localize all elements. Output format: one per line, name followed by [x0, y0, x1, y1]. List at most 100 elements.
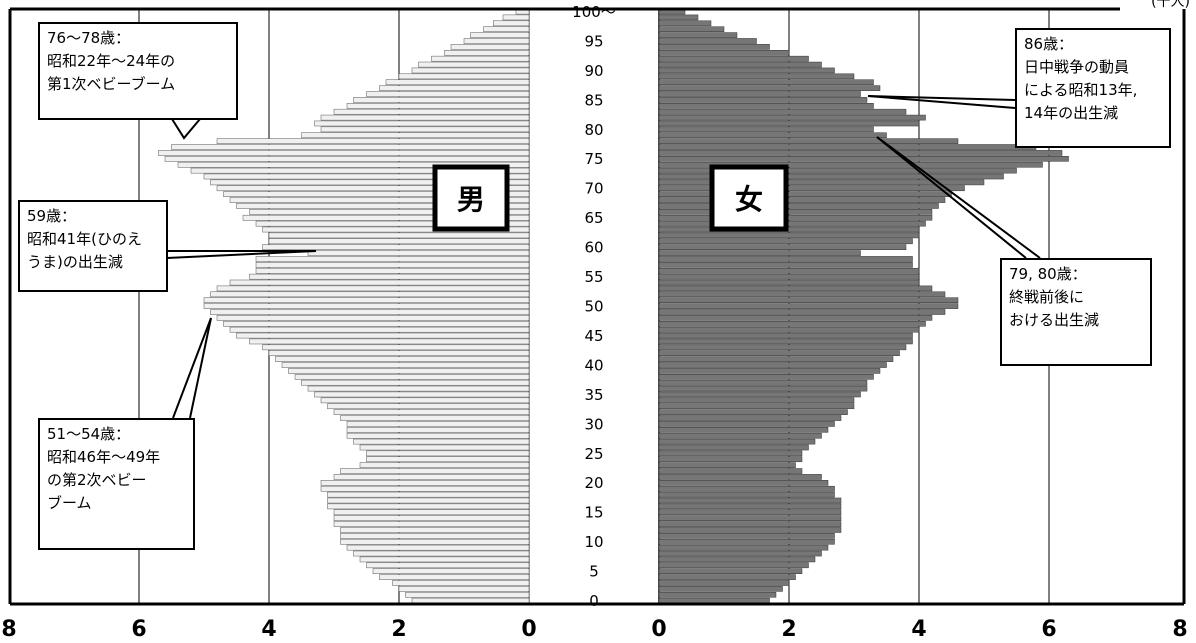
male-bar-age-14	[333, 515, 530, 521]
female-bar-age-14	[658, 515, 842, 521]
female-bar-age-82	[658, 114, 926, 121]
female-bar-age-85	[658, 97, 868, 103]
male-bar-age-56	[255, 267, 530, 274]
age-tick-label: 20	[584, 474, 603, 492]
male-bar-age-19	[320, 485, 530, 492]
female-bar-age-79	[658, 132, 887, 139]
male-bar-age-92	[431, 55, 530, 62]
female-bar-age-30	[658, 421, 835, 427]
female-bar-age-18	[658, 491, 835, 498]
female-bar-age-23	[658, 462, 796, 468]
baby-boom-2-leader-left	[172, 317, 212, 419]
female-bar-age-55	[658, 273, 920, 280]
male-bar-age-27	[353, 438, 530, 445]
female-bar-age-78	[658, 138, 959, 144]
unit-label: (千人)	[1151, 0, 1190, 10]
female-bar-age-24	[658, 456, 803, 463]
female-bar-age-53	[658, 285, 933, 292]
male-bar-age-76	[158, 150, 530, 156]
female-bar-age-11	[658, 533, 835, 539]
age-tick-label: 55	[584, 268, 603, 286]
female-bar-age-46	[658, 326, 920, 333]
hinoeuma-leader-bottom	[166, 250, 317, 259]
age-tick-label: 45	[584, 327, 603, 345]
female-bar-age-10	[658, 538, 835, 545]
female-bar-age-33	[658, 403, 855, 410]
female-bar-age-50	[658, 303, 959, 309]
female-bar-age-52	[658, 291, 946, 298]
male-bar-age-44	[249, 338, 530, 345]
male-bar-age-15	[333, 509, 530, 516]
female-bar-age-29	[658, 427, 829, 433]
age-tick-label: 25	[584, 445, 603, 463]
male-bar-age-11	[340, 533, 530, 539]
female-bar-age-88	[658, 79, 874, 86]
annotation-war-end: 79, 80歳： 終戦前後に おける出生減	[1000, 258, 1152, 366]
male-bar-age-36	[307, 385, 530, 392]
age-tick-labels: 0 5 10 15 20 25 30 35 40 45 50 55 60 65 70 75 80 85 90 95 10…	[572, 3, 616, 610]
male-bar-age-84	[346, 103, 530, 109]
female-bar-age-51	[658, 297, 959, 304]
male-bar-age-3	[392, 580, 530, 586]
male-bar-age-64	[255, 220, 530, 227]
male-bar-age-97	[483, 26, 530, 33]
male-bar-age-88	[385, 79, 530, 86]
female-bar-age-27	[658, 438, 816, 445]
male-bar-age-9	[346, 544, 530, 551]
male-bar-age-82	[320, 114, 530, 121]
x-tick-label-female: 0	[651, 617, 666, 642]
female-bar-age-97	[658, 26, 725, 33]
male-bar-age-81	[314, 120, 530, 127]
female-bar-age-8	[658, 550, 822, 557]
male-bar-age-25	[366, 450, 530, 457]
female-bar-age-25	[658, 450, 803, 457]
female-bar-age-74	[658, 161, 1043, 168]
female-bar-age-63	[658, 226, 920, 233]
male-bar-age-99	[502, 14, 530, 21]
male-bar-age-30	[346, 421, 530, 427]
age-tick-label: 70	[584, 180, 603, 198]
female-bar-age-90	[658, 67, 835, 74]
male-bar-age-98	[493, 20, 530, 27]
age-tick-label: 5	[589, 563, 599, 581]
female-bar-age-17	[658, 497, 842, 504]
age-tick-label: 35	[584, 386, 603, 404]
female-bar-age-96	[658, 32, 738, 38]
female-bar-age-9	[658, 544, 829, 551]
age-tick-label: 40	[584, 356, 603, 374]
male-bar-age-94	[450, 44, 530, 50]
male-bar-age-91	[418, 61, 530, 68]
sino-war-leader-bottom	[867, 95, 1016, 109]
female-bar-age-92	[658, 55, 809, 62]
male-bar-age-75	[164, 156, 530, 162]
female-bar-age-64	[658, 220, 926, 227]
female-bar-age-0	[658, 597, 770, 604]
male-bar-age-59	[307, 250, 530, 256]
female-bar-age-61	[658, 238, 913, 245]
male-bar-age-7	[359, 556, 530, 563]
male-bar-age-93	[444, 49, 530, 56]
male-bar-age-89	[398, 73, 530, 80]
baby-boom-1-pointer	[170, 118, 203, 140]
male-bar-age-22	[340, 468, 530, 474]
female-label: 女	[735, 183, 763, 216]
age-tick-label: 95	[584, 32, 603, 50]
male-bar-age-12	[340, 527, 530, 533]
female-bar-age-58	[658, 256, 913, 262]
x-tick-label-female: 8	[1172, 617, 1187, 642]
baby-boom-2-leader-right	[189, 317, 212, 419]
male-bar-age-86	[366, 91, 530, 97]
sino-war-leader-top	[867, 95, 1016, 101]
male-bar-age-46	[229, 326, 530, 333]
female-bar-age-19	[658, 485, 835, 492]
female-bar-age-4	[658, 574, 796, 580]
age-tick-label: 50	[584, 298, 603, 316]
male-bar-age-45	[236, 332, 530, 339]
female-bar-age-34	[658, 397, 855, 404]
female-bar-age-94	[658, 44, 770, 50]
female-bar-age-6	[658, 562, 809, 569]
female-bar-age-42	[658, 350, 900, 357]
male-bar-age-48	[216, 315, 530, 321]
female-bar-age-81	[658, 120, 920, 127]
male-bar-age-70	[216, 185, 530, 192]
